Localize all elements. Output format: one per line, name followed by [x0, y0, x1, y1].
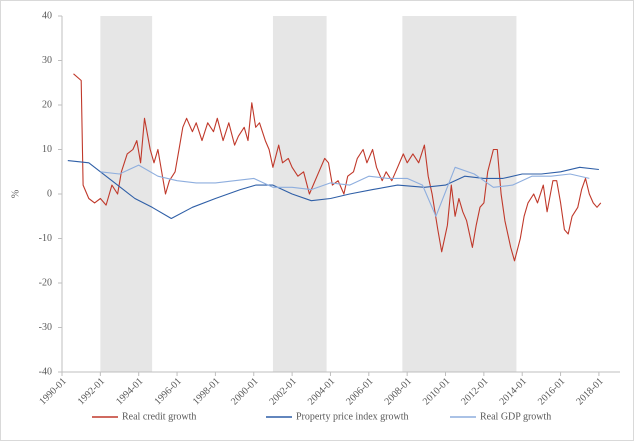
y-tick-label: -20	[39, 277, 52, 288]
y-tick-label: 10	[42, 144, 52, 155]
shaded-period	[100, 16, 153, 372]
series-line	[100, 164, 590, 217]
y-tick-label: 30	[42, 55, 52, 66]
legend-label: Real credit growth	[122, 411, 196, 422]
y-axis-label: %	[10, 190, 21, 198]
y-tick-label: 20	[42, 99, 52, 110]
y-tick-label: -30	[39, 322, 52, 333]
y-tick-label: -10	[39, 233, 52, 244]
legend-label: Property price index growth	[296, 411, 408, 422]
shaded-period	[402, 16, 517, 372]
y-tick-label: 0	[47, 188, 52, 199]
shaded-period	[272, 16, 327, 372]
y-tick-label: -40	[39, 366, 52, 377]
legend-label: Real GDP growth	[480, 411, 551, 422]
series-line	[67, 160, 599, 220]
y-tick-label: 40	[42, 10, 52, 21]
